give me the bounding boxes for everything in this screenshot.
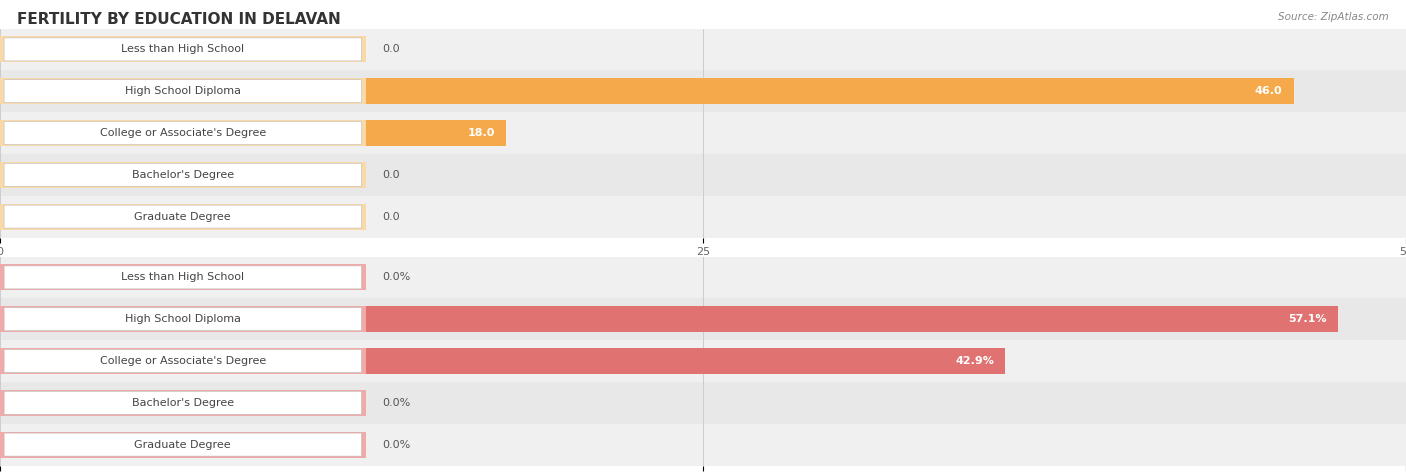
Text: 0.0: 0.0 (382, 44, 401, 55)
Text: 0.0: 0.0 (382, 211, 401, 222)
Bar (0, 28, 1406, 70)
FancyBboxPatch shape (4, 38, 361, 61)
Bar (0, 348, 366, 374)
Text: 18.0: 18.0 (468, 128, 495, 138)
FancyBboxPatch shape (4, 350, 361, 372)
FancyBboxPatch shape (4, 80, 361, 103)
FancyBboxPatch shape (4, 391, 361, 414)
Bar (0, 154, 1406, 196)
Bar (0, 424, 1406, 466)
Text: College or Associate's Degree: College or Associate's Degree (100, 356, 266, 366)
Text: 0.0: 0.0 (382, 170, 401, 180)
Bar (0, 78, 1294, 104)
Bar (0, 382, 1406, 424)
Bar (0, 432, 366, 457)
Bar (0, 256, 1406, 298)
Text: Graduate Degree: Graduate Degree (135, 439, 231, 450)
Bar (0, 306, 1339, 332)
FancyBboxPatch shape (4, 433, 361, 456)
Bar (0, 37, 366, 62)
Bar (0, 162, 366, 188)
FancyBboxPatch shape (4, 122, 361, 144)
Bar (0, 120, 366, 146)
Bar (0, 340, 1406, 382)
Bar (0, 390, 366, 416)
Bar (0, 196, 1406, 238)
Bar (0, 348, 1005, 374)
Text: 42.9%: 42.9% (955, 356, 994, 366)
Bar (0, 78, 366, 104)
Text: College or Associate's Degree: College or Associate's Degree (100, 128, 266, 138)
Text: High School Diploma: High School Diploma (125, 314, 240, 324)
Bar (0, 306, 366, 332)
Text: Less than High School: Less than High School (121, 272, 245, 283)
FancyBboxPatch shape (4, 266, 361, 289)
Text: High School Diploma: High School Diploma (125, 86, 240, 96)
FancyBboxPatch shape (4, 308, 361, 331)
Text: Less than High School: Less than High School (121, 44, 245, 55)
FancyBboxPatch shape (4, 163, 361, 186)
Bar (0, 306, 366, 332)
Bar (0, 204, 366, 229)
Text: 0.0%: 0.0% (382, 398, 411, 408)
Text: 0.0%: 0.0% (382, 439, 411, 450)
Text: Source: ZipAtlas.com: Source: ZipAtlas.com (1278, 12, 1389, 22)
Text: 0.0%: 0.0% (382, 272, 411, 283)
Text: 46.0: 46.0 (1254, 86, 1282, 96)
Bar (0, 70, 1406, 112)
FancyBboxPatch shape (4, 205, 361, 228)
Text: Bachelor's Degree: Bachelor's Degree (132, 398, 233, 408)
Text: Graduate Degree: Graduate Degree (135, 211, 231, 222)
Text: FERTILITY BY EDUCATION IN DELAVAN: FERTILITY BY EDUCATION IN DELAVAN (17, 12, 340, 27)
Text: Bachelor's Degree: Bachelor's Degree (132, 170, 233, 180)
Bar (0, 120, 366, 146)
Bar (0, 112, 1406, 154)
Bar (0, 348, 366, 374)
Bar (0, 265, 366, 290)
Bar (0, 298, 1406, 340)
Bar (0, 120, 506, 146)
Text: 57.1%: 57.1% (1288, 314, 1327, 324)
Bar (0, 78, 366, 104)
